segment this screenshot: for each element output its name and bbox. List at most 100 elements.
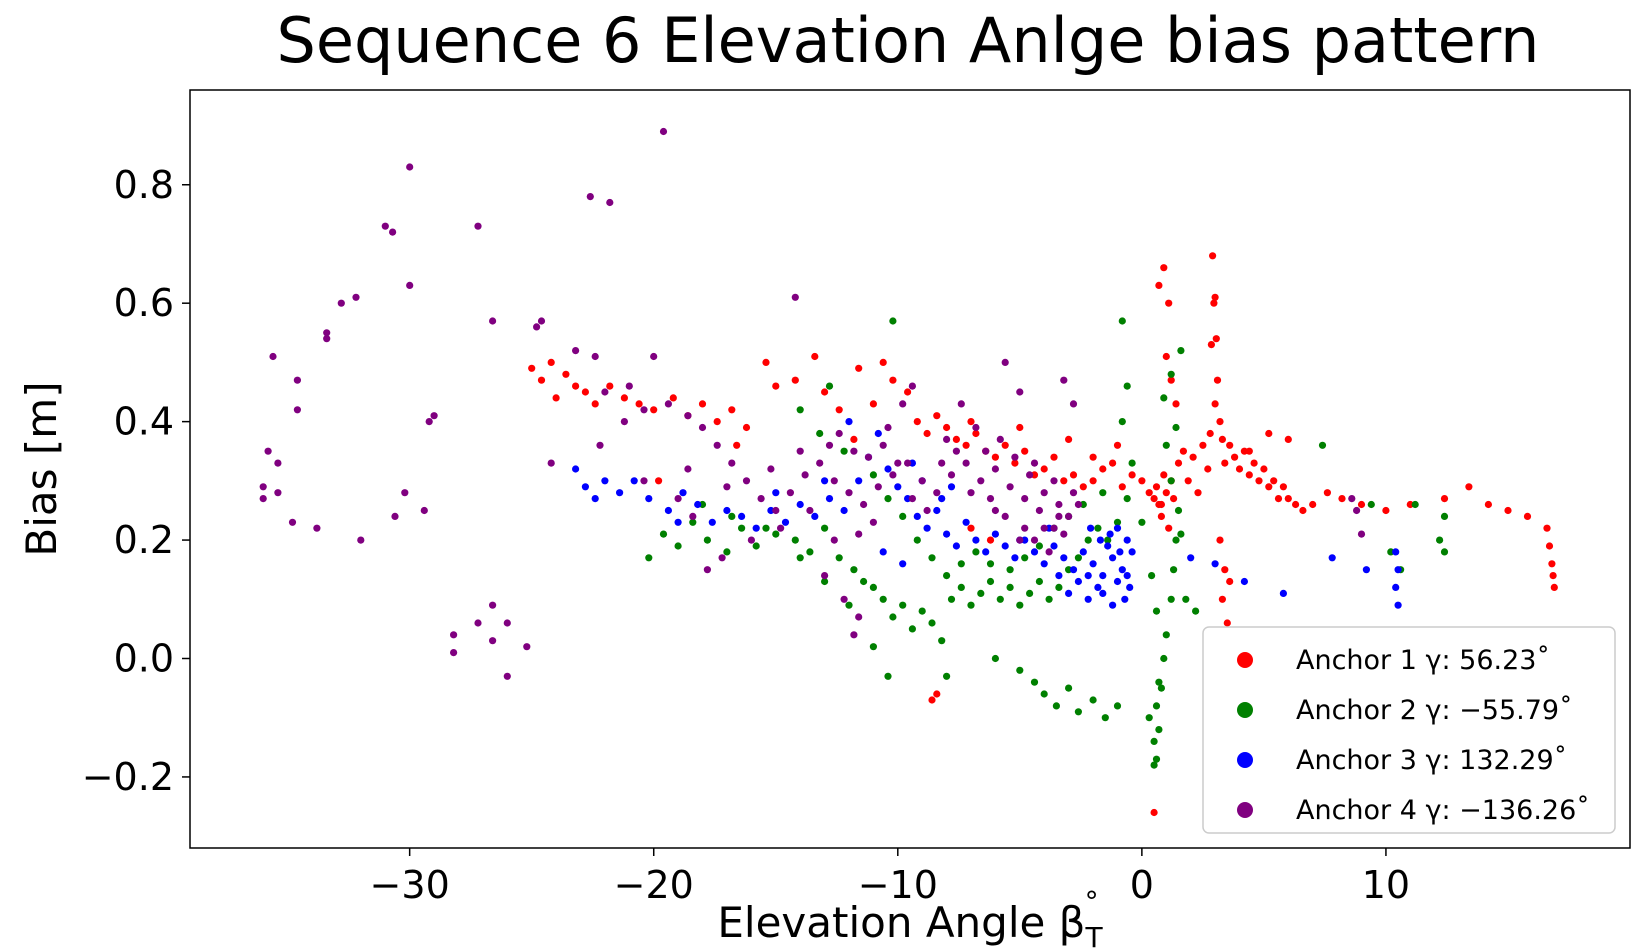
data-point — [1284, 495, 1292, 503]
data-point — [1016, 423, 1024, 432]
data-point — [1353, 506, 1361, 515]
data-point — [835, 554, 843, 562]
data-point — [899, 512, 907, 521]
data-point — [274, 459, 282, 467]
data-point — [1504, 506, 1512, 515]
data-point — [1465, 483, 1473, 491]
data-point — [908, 382, 917, 390]
data-point — [986, 577, 995, 586]
data-point — [1021, 554, 1029, 562]
data-point — [1035, 577, 1043, 586]
data-point — [640, 477, 648, 485]
data-point — [1240, 577, 1248, 586]
data-point — [986, 495, 995, 503]
data-point — [830, 536, 838, 544]
data-point — [1138, 518, 1146, 526]
data-point — [850, 631, 858, 639]
data-point — [1204, 465, 1212, 473]
data-point — [825, 441, 834, 449]
data-point — [1045, 548, 1053, 556]
x-axis-ticks: −30 −20 −10 0 10 — [370, 848, 1410, 907]
data-point — [713, 418, 721, 426]
data-point — [616, 489, 624, 497]
data-point — [943, 423, 951, 432]
data-point — [547, 358, 555, 366]
x-tick-label: −20 — [614, 863, 694, 907]
data-point — [1104, 536, 1112, 544]
y-axis-ticks: −0.2 0.0 0.2 0.4 0.6 0.8 — [82, 163, 190, 799]
chart-title: Sequence 6 Elevation Anlge bias pattern — [277, 4, 1540, 77]
data-point — [762, 358, 770, 366]
data-point — [943, 572, 951, 580]
data-point — [1318, 441, 1327, 449]
data-point — [879, 595, 887, 603]
data-point — [1016, 388, 1024, 396]
data-point — [845, 601, 853, 609]
data-point — [1328, 554, 1336, 562]
data-point — [952, 435, 961, 443]
data-point — [1523, 512, 1532, 521]
data-point — [1026, 471, 1034, 479]
data-point — [708, 518, 716, 526]
data-point — [874, 429, 882, 438]
data-point — [572, 347, 580, 355]
data-point — [1052, 702, 1060, 710]
data-point — [855, 530, 863, 538]
data-point — [1069, 566, 1078, 574]
data-point — [1392, 548, 1400, 556]
data-point — [977, 589, 985, 598]
data-point — [1545, 542, 1554, 550]
data-point — [742, 423, 751, 432]
data-point — [1123, 495, 1131, 503]
data-point — [772, 506, 780, 515]
series-3-points — [572, 418, 1402, 609]
data-point — [1549, 572, 1557, 580]
data-point — [474, 222, 482, 230]
data-point — [957, 560, 965, 568]
data-point — [840, 447, 848, 455]
data-point — [982, 447, 990, 455]
data-point — [1338, 495, 1346, 503]
data-point — [1150, 761, 1158, 769]
data-point — [860, 577, 868, 586]
data-point — [528, 364, 536, 372]
data-point — [1550, 583, 1558, 592]
data-point — [1440, 548, 1449, 556]
data-point — [1109, 554, 1117, 562]
data-point — [1116, 548, 1124, 556]
data-points-layer — [259, 127, 1558, 817]
data-point — [669, 394, 677, 402]
data-point — [450, 649, 458, 657]
data-point — [1411, 500, 1419, 509]
data-point — [928, 554, 936, 562]
data-point — [406, 281, 414, 289]
data-point — [791, 536, 799, 544]
data-point — [1284, 435, 1292, 443]
x-tick-label: −30 — [370, 863, 450, 907]
data-point — [889, 613, 897, 621]
data-point — [1060, 477, 1068, 485]
data-point — [869, 400, 878, 408]
data-point — [547, 459, 555, 467]
data-point — [1113, 441, 1122, 449]
data-point — [879, 441, 887, 449]
data-point — [679, 489, 687, 497]
data-point — [801, 471, 809, 479]
data-point — [1245, 471, 1253, 479]
data-point — [572, 465, 580, 473]
y-tick-label: 0.0 — [114, 637, 174, 681]
data-point — [884, 423, 892, 432]
data-point — [821, 524, 829, 532]
data-point — [1150, 737, 1158, 746]
data-point — [1084, 595, 1092, 603]
data-point — [1001, 512, 1009, 521]
data-point — [762, 524, 770, 532]
data-point — [259, 483, 267, 491]
data-point — [503, 619, 511, 627]
data-point — [1060, 376, 1068, 384]
data-point — [962, 459, 970, 467]
data-point — [996, 435, 1004, 443]
data-point — [1128, 471, 1136, 479]
data-point — [913, 512, 921, 521]
